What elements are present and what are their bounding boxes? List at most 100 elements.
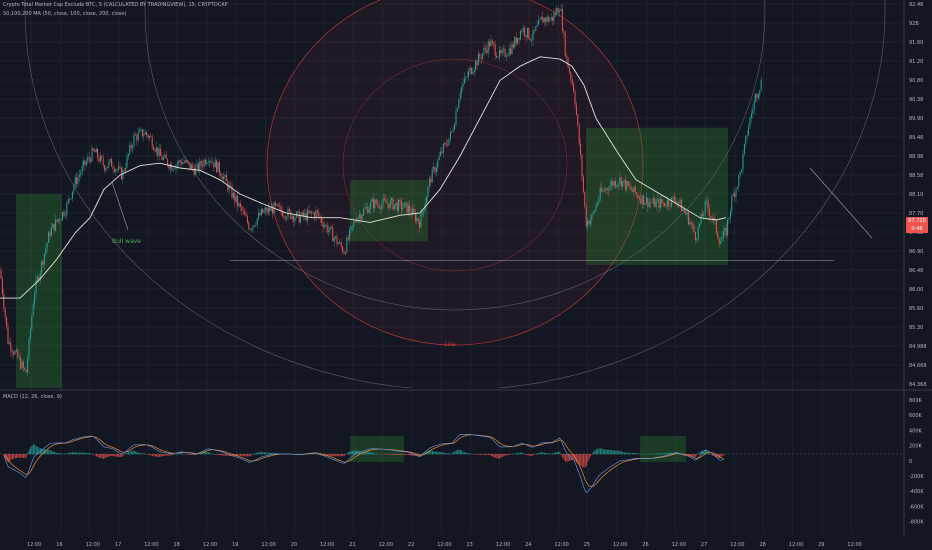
candle-body [258,212,260,219]
macd-bar [458,449,460,455]
macd-bar [583,454,585,468]
candle-body [326,224,328,232]
candle-body [203,159,205,167]
macd-bar [46,449,48,455]
macd-bar [133,450,135,455]
candle-body [421,212,423,214]
candle-body [35,280,37,294]
macd-bar [543,452,545,455]
candle-body [550,16,552,20]
macd-bar [483,454,485,455]
macd-bar [189,454,191,455]
candle-body [524,27,526,36]
macd-bar [10,454,12,460]
candle-body [521,31,523,32]
candle-body [461,86,463,94]
candle-body [533,30,535,32]
macd-bar [13,454,15,459]
candle-body [507,55,509,57]
macd-bar [151,454,153,456]
fib-circle-red [266,0,644,346]
candle-body [385,199,387,204]
macd-bar [165,454,167,456]
candle-body [160,148,162,156]
macd-bar [503,454,505,457]
candle-body [454,124,456,130]
macd-bar [144,453,146,455]
candle-body [378,204,380,208]
candle-body [134,134,136,136]
macd-bar [493,454,495,458]
candle-body [225,174,227,181]
macd-bar [513,453,515,455]
candle-body [545,17,547,22]
macd-bar [466,453,468,455]
candle-body [589,219,591,225]
candle-body [437,159,439,168]
macd-bar [135,451,137,455]
candle-body [756,93,758,98]
macd-bar [34,444,36,455]
macd-bar [704,449,706,455]
price-tick-label: 90.38 [909,97,923,103]
macd-bar [95,454,97,457]
macd-bar [227,454,229,456]
candle-body [381,203,383,210]
candle-body [623,179,625,182]
candle-body [204,159,206,165]
macd-bar [669,452,671,455]
macd-bar [399,454,401,455]
macd-bar [164,454,166,456]
macd-bar [63,453,65,455]
candle-body [529,38,531,41]
macd-bar [620,451,622,455]
macd-bar [508,454,510,455]
macd-bar [447,453,449,455]
macd-bar [188,454,190,455]
macd-bar [714,454,716,457]
candle-body [633,186,635,192]
macd-bar [97,454,99,458]
candle-body [277,204,279,207]
macd-bar [443,452,445,455]
macd-bar [633,452,635,455]
candle-body [585,206,587,227]
candle-body [707,200,709,209]
macd-bar [270,452,272,455]
macd-bar [420,454,422,455]
candle-body [266,208,268,213]
candle-body [547,16,549,22]
ma-indicator-label: 50,100,200 MA (50, close, 100, close, 20… [3,11,127,17]
candle-body [627,181,629,186]
candle-body [668,200,670,206]
candle-body [141,129,143,137]
candle-body [468,71,470,77]
macd-bar [580,454,582,466]
candle-body [248,222,250,230]
macd-bar [137,452,139,455]
candle-body [685,211,687,215]
macd-bar [322,454,324,456]
candle-body [613,181,615,186]
candle-body [435,167,437,173]
candle-body [172,169,174,171]
candle-body [384,198,386,200]
macd-bar [256,452,258,455]
candle-body [553,13,555,21]
candle-body [657,199,659,202]
candle-body [605,188,607,191]
macd-bar [342,454,344,457]
candle-body [346,237,348,253]
candle-body [259,212,261,216]
macd-bar [220,454,222,456]
macd-bar [91,453,93,455]
macd-bar [109,454,111,457]
candle-body [470,67,472,75]
macd-bar [374,453,376,455]
macd-bar [269,452,271,455]
candle-body [186,160,188,162]
chart-title: Crypto Total Market Cap Exclude BTC, 5 (… [3,2,228,8]
candle-body [113,168,115,172]
